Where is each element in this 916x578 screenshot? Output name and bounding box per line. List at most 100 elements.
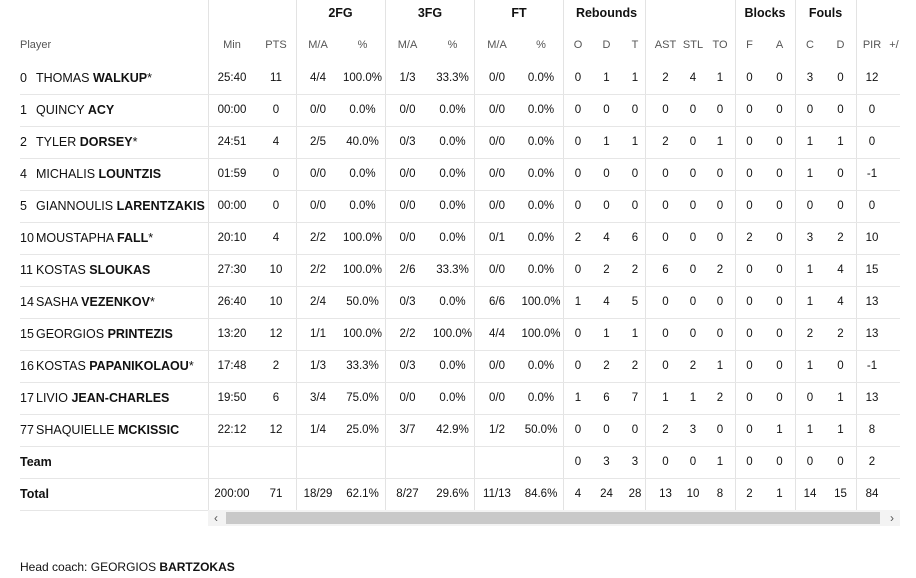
column-header[interactable]: TO [712,39,728,51]
player-name[interactable]: 5 GIANNOULIS LARENTZAKIS [20,190,208,222]
stat-t: 1 [631,328,639,340]
column-divider [296,0,297,510]
row-label-text: Team [20,455,52,469]
column-header[interactable]: PTS [265,39,287,51]
stat-to: 0 [716,232,724,244]
column-header[interactable]: T [631,39,639,51]
stat-pts: 4 [272,232,280,244]
stat-bf: 0 [746,264,753,276]
player-name[interactable]: 77 SHAQUIELLE MCKISSIC [20,414,208,446]
stat-ast: 2 [662,136,669,148]
stat-pir: 13 [865,296,879,308]
player-row: 10 MOUSTAPHA FALL* 20:10 4 2/2 100.0% 0/0 0.0% 0… [20,222,900,255]
column-header[interactable]: % [447,39,458,51]
column-header[interactable]: O [573,39,583,51]
stat-fg3: 0/0 [399,392,416,404]
stat-pir: -1 [866,360,878,372]
player-row: 16 KOSTAS PAPANIKOLAOU* 17:48 2 1/3 33.3% 0/3 0… [20,350,900,383]
stat-fg2p: 50.0% [346,296,379,308]
stat-ast: 2 [662,424,669,436]
player-name[interactable]: 11 KOSTAS SLOUKAS [20,254,208,286]
stat-fg3p: 100.0% [432,328,472,340]
stat-fg2: 2/5 [310,136,326,148]
row-label: Team [20,446,208,478]
column-header[interactable]: D [602,39,611,51]
player-name[interactable]: 0 THOMAS WALKUP* [20,62,208,94]
column-header[interactable]: C [806,39,814,51]
player-last-name: SLOUKAS [89,263,151,277]
stat-fg2: 0/0 [310,168,326,180]
stat-fg3p: 33.3% [436,72,469,84]
stat-o: 0 [574,264,582,276]
player-name[interactable]: 14 SASHA VEZENKOV* [20,286,208,318]
column-header[interactable]: M/A [308,39,328,51]
player-name[interactable]: 17 LIVIO JEAN-CHARLES [20,382,208,414]
stat-ast: 0 [662,328,669,340]
stat-ba: 0 [776,392,783,404]
stat-pts: 12 [269,328,283,340]
player-number: 16 [20,359,34,373]
column-header[interactable]: PIR [862,39,882,51]
stat-o: 0 [574,456,582,468]
player-last-name: ACY [87,103,115,117]
stat-ast: 1 [662,392,669,404]
column-header[interactable]: F [746,39,753,51]
column-group-header: FT [511,6,527,20]
stat-ft: 4/4 [489,328,505,340]
player-name[interactable]: 10 MOUSTAPHA FALL* [20,222,208,254]
player-name[interactable]: 2 TYLER DORSEY* [20,126,208,158]
column-divider [645,0,646,510]
scroll-thumb[interactable] [226,512,880,524]
stat-ast: 0 [662,232,669,244]
stat-fg2p: 25.0% [346,424,379,436]
player-name[interactable]: 16 KOSTAS PAPANIKOLAOU* [20,350,208,382]
stat-o: 2 [574,232,582,244]
column-header[interactable]: A [775,39,784,51]
stat-fg3p: 0.0% [439,232,466,244]
column-divider [208,0,209,510]
stat-to: 0 [716,200,724,212]
stat-ftp: 0.0% [527,264,555,276]
column-header[interactable]: % [357,39,368,51]
column-header[interactable]: STL [682,39,704,51]
stat-t: 6 [631,232,639,244]
stat-bf: 0 [746,328,753,340]
stat-min: 200:00 [214,488,250,500]
scroll-left-icon[interactable]: ‹ [214,511,218,525]
stat-fg2: 1/4 [310,424,326,436]
stat-ftp: 84.6% [524,488,558,500]
column-header[interactable]: AST [654,39,677,51]
stat-pir: 0 [868,200,876,212]
stat-ba: 0 [776,296,783,308]
player-row: 15 GEORGIOS PRINTEZIS 13:20 12 1/1 100.0% 2/2 1… [20,318,900,351]
player-number: 0 [20,71,27,85]
stat-min: 22:12 [217,424,247,436]
horizontal-scrollbar[interactable]: ‹ › [208,510,900,526]
player-name[interactable]: 4 MICHALIS LOUNTZIS [20,158,208,190]
player-name[interactable]: 15 GEORGIOS PRINTEZIS [20,318,208,350]
player-name[interactable]: 1 QUINCY ACY [20,94,208,126]
stat-fc: 14 [803,488,817,500]
stat-ftp: 100.0% [521,296,561,308]
stat-fc: 1 [806,360,814,372]
scroll-right-icon[interactable]: › [890,511,894,525]
player-row: 17 LIVIO JEAN-CHARLES 19:50 6 3/4 75.0% 0/0 0.0… [20,382,900,415]
column-header[interactable]: M/A [487,39,507,51]
column-header[interactable]: Min [223,39,241,51]
stat-stl: 0 [689,232,697,244]
player-last-name: PAPANIKOLAOU [89,359,189,373]
player-last-name: FALL [117,231,149,245]
column-header[interactable]: D [836,39,845,51]
stat-o: 4 [574,488,582,500]
stat-fg3: 2/6 [399,264,416,276]
stat-pts: 0 [272,200,280,212]
stat-bf: 0 [746,72,753,84]
column-header[interactable]: M/A [397,39,418,51]
player-number: 77 [20,423,34,437]
stat-pts: 71 [269,488,283,500]
stat-fg2: 2/2 [310,264,326,276]
stat-d: 0 [603,104,610,116]
column-header[interactable]: % [536,39,546,51]
stat-fg2: 1/1 [310,328,326,340]
stat-fc: 1 [806,168,814,180]
